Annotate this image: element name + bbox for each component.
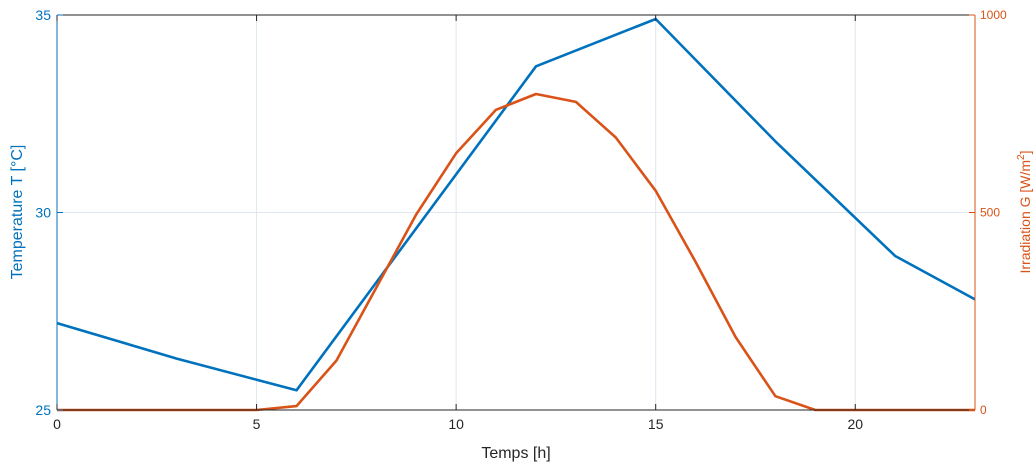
x-tick-label: 10 [448, 416, 464, 432]
tick-labels: 0 5 10 15 20 25 30 35 0 500 1000 [35, 7, 1007, 432]
x-tick-label: 5 [253, 416, 261, 432]
grid-lines [57, 15, 975, 410]
right-y-axis-title-base: Irradiation G [W/m [1017, 160, 1033, 274]
right-y-tick-label: 500 [980, 206, 1000, 220]
right-y-tick-label: 0 [980, 403, 987, 417]
left-y-tick-label: 35 [35, 7, 51, 23]
x-tick-label: 0 [53, 416, 61, 432]
series-lines [56, 17, 976, 412]
temperature-series-line [56, 17, 976, 392]
x-tick-label: 15 [648, 416, 664, 432]
right-y-axis-title-end: ] [1017, 150, 1033, 154]
axes-frame [56, 14, 976, 411]
left-y-axis-title: Temperature T [°C] [9, 145, 26, 280]
left-y-tick-label: 25 [35, 402, 51, 418]
left-y-tick-label: 30 [35, 205, 51, 221]
irradiation-series-line [57, 92, 975, 412]
x-axis-title: Temps [h] [481, 445, 550, 462]
right-y-tick-label: 1000 [980, 8, 1007, 22]
x-tick-label: 20 [847, 416, 863, 432]
right-y-axis-title: Irradiation G [W/m2] [1016, 150, 1033, 273]
right-y-axis-title-superscript: 2 [1016, 154, 1027, 160]
